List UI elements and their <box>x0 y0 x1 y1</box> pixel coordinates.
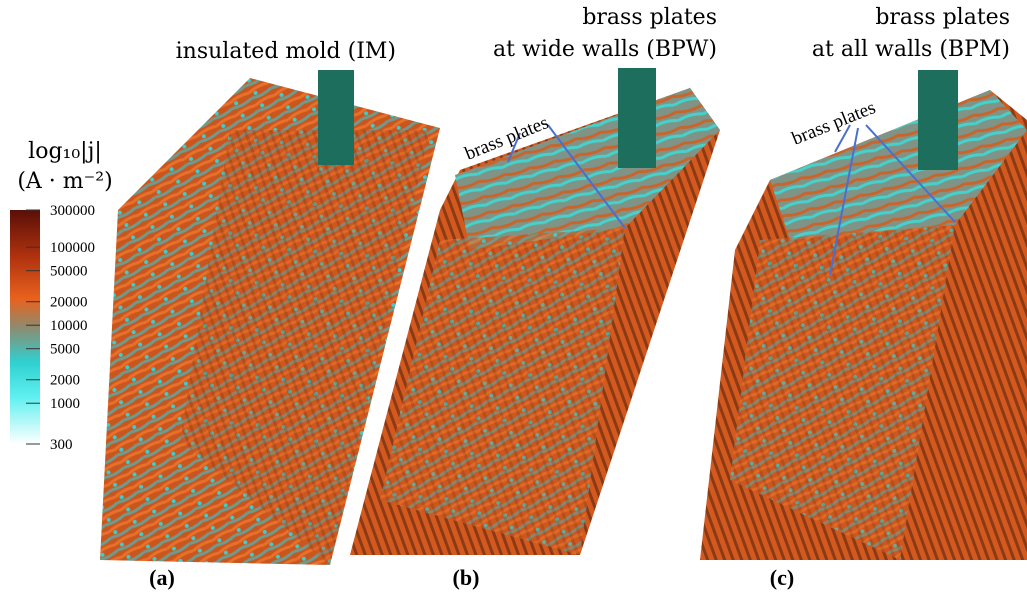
render-a <box>100 70 440 565</box>
colorbar-tick-label: 2000 <box>50 373 80 389</box>
colorbar-tick-label: 300000 <box>50 203 95 219</box>
colorbar-tick-label: 100000 <box>50 240 95 256</box>
render-c <box>700 70 1027 560</box>
render-b <box>350 68 720 555</box>
caption: (c) <box>770 565 794 590</box>
colorbar-unit: (A · m⁻²) <box>17 169 112 194</box>
panel-title: brass plates <box>875 5 1010 30</box>
panel-title: at wide walls (BPW) <box>493 37 717 62</box>
colorbar <box>10 210 40 444</box>
caption: (b) <box>453 565 480 590</box>
pointer-lines <box>507 124 956 276</box>
colorbar-tick-label: 20000 <box>50 295 88 311</box>
colorbar-tick-label: 5000 <box>50 342 80 358</box>
colorbar-tick-label: 50000 <box>50 264 88 280</box>
panel-title: brass plates <box>582 5 717 30</box>
colorbar-title: log₁₀|j| <box>28 139 102 164</box>
caption: (a) <box>149 565 175 590</box>
colorbar-tick-label: 1000 <box>50 396 80 412</box>
panel-title: at all walls (BPM) <box>812 37 1010 62</box>
panel-title: insulated mold (IM) <box>176 39 396 64</box>
colorbar-tick-label: 300 <box>50 437 73 453</box>
colorbar-tick-label: 10000 <box>50 318 88 334</box>
